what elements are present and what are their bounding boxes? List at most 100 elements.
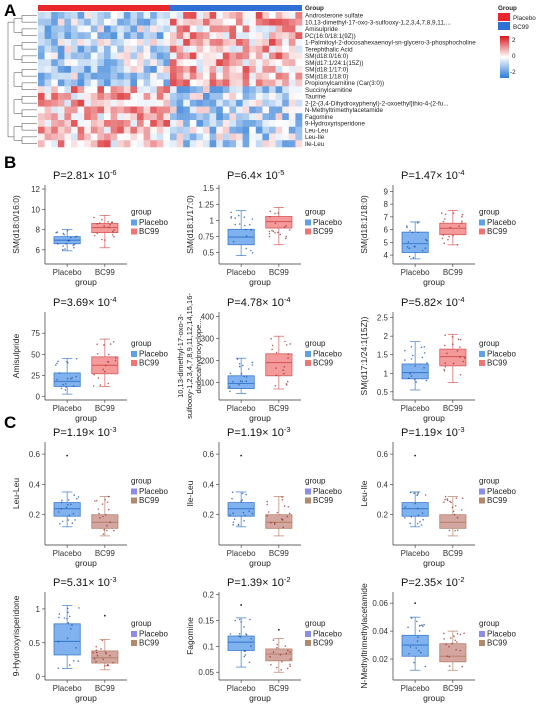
data-point <box>409 646 412 648</box>
heatmap-cell <box>64 45 72 53</box>
heatmap-cell <box>123 12 131 20</box>
heatmap-cell <box>189 45 197 53</box>
data-point <box>238 633 241 635</box>
heatmap-cell <box>71 32 78 40</box>
heatmap-cell <box>110 99 118 107</box>
data-point <box>70 236 72 239</box>
heatmap-cell <box>123 133 131 141</box>
data-point <box>443 638 445 640</box>
data-point <box>270 664 272 666</box>
y-axis-label: SM(d17:1/24:1(15Z)) <box>359 316 369 395</box>
heatmap-cell <box>137 133 144 141</box>
data-point <box>99 517 101 519</box>
heatmap-cell <box>104 39 111 47</box>
data-point <box>229 386 231 388</box>
heatmap-cell <box>57 140 65 148</box>
heatmap-cell <box>137 113 144 121</box>
heatmap-cell <box>170 79 177 87</box>
data-point <box>276 666 278 669</box>
data-point <box>239 380 242 382</box>
data-point <box>248 510 250 512</box>
heatmap-cell <box>104 86 111 94</box>
heatmap-cell <box>255 113 263 121</box>
heatmap-cell <box>163 25 171 33</box>
y-tick-label: 6 <box>384 226 389 235</box>
heatmap-cell <box>275 12 283 20</box>
data-point <box>426 362 428 364</box>
heatmap-cell <box>117 25 125 33</box>
heatmap-cell <box>275 113 283 121</box>
data-point <box>238 635 240 637</box>
heatmap-cell <box>288 93 296 101</box>
data-point <box>453 513 456 516</box>
heatmap-cell <box>189 25 197 33</box>
data-point <box>413 378 416 381</box>
heatmap-cell <box>242 93 250 101</box>
heatmap-cell <box>71 99 78 107</box>
heatmap-cell <box>249 39 257 47</box>
heatmap-cell <box>216 113 224 121</box>
data-point <box>454 639 457 642</box>
heatmap-cell <box>249 72 257 80</box>
heatmap-cell <box>209 72 217 80</box>
heatmap-cell <box>216 66 224 74</box>
data-point <box>67 611 69 614</box>
data-point <box>461 497 464 500</box>
heatmap-cell <box>222 12 230 20</box>
heatmap-cell <box>97 86 105 94</box>
data-point <box>250 638 252 640</box>
heatmap-cell <box>104 140 111 148</box>
heatmap-cell <box>110 66 118 74</box>
data-point <box>411 231 414 234</box>
data-point <box>454 505 457 507</box>
heatmap-cell <box>64 39 72 47</box>
heatmap-cell <box>38 32 45 40</box>
heatmap-cell <box>262 133 270 141</box>
data-point <box>416 222 419 224</box>
dendrogram-branch <box>13 18 22 33</box>
data-point <box>238 365 241 368</box>
data-point <box>65 383 67 385</box>
data-point <box>424 247 427 249</box>
dendrogram-branch <box>21 123 37 131</box>
legend-swatch <box>305 488 311 495</box>
legend-label: Placebo <box>487 487 516 496</box>
data-point <box>425 379 428 382</box>
data-point <box>409 491 412 494</box>
data-point <box>68 499 70 501</box>
heatmap-cell <box>143 18 151 26</box>
heatmap-cell <box>275 59 283 67</box>
dendrogram-branch <box>13 99 22 114</box>
heatmap-cell <box>38 18 45 26</box>
data-point <box>245 247 248 250</box>
heatmap-cell <box>77 106 85 114</box>
heatmap-cell <box>249 86 257 94</box>
outlier-point <box>240 454 243 457</box>
legend-label: BC99 <box>487 227 508 236</box>
data-point <box>236 358 239 360</box>
heatmap-cell <box>216 126 224 134</box>
heatmap-cell <box>137 12 144 20</box>
x-tick-label: BC99 <box>269 268 290 277</box>
heatmap-cell <box>269 18 276 26</box>
legend-swatch <box>131 640 137 646</box>
data-point <box>443 344 446 347</box>
heatmap-cell <box>97 66 105 74</box>
dendrogram-branch <box>21 109 37 117</box>
data-point <box>249 223 251 226</box>
heatmap-cell <box>150 120 158 128</box>
p-value-title: P=5.82× 10-4 <box>401 295 465 309</box>
data-point <box>289 343 292 345</box>
data-point <box>55 364 57 366</box>
heatmap-cell <box>236 72 243 80</box>
heatmap-cell <box>51 52 59 60</box>
heatmap-cell <box>57 59 65 67</box>
data-point <box>444 362 447 364</box>
heatmap-cell <box>150 39 158 47</box>
data-point <box>446 655 449 657</box>
heatmap-cell <box>229 32 237 40</box>
heatmap-cell <box>97 113 105 121</box>
heatmap-cell <box>123 52 131 60</box>
heatmap-cell <box>269 99 276 107</box>
heatmap-cell <box>90 12 98 20</box>
